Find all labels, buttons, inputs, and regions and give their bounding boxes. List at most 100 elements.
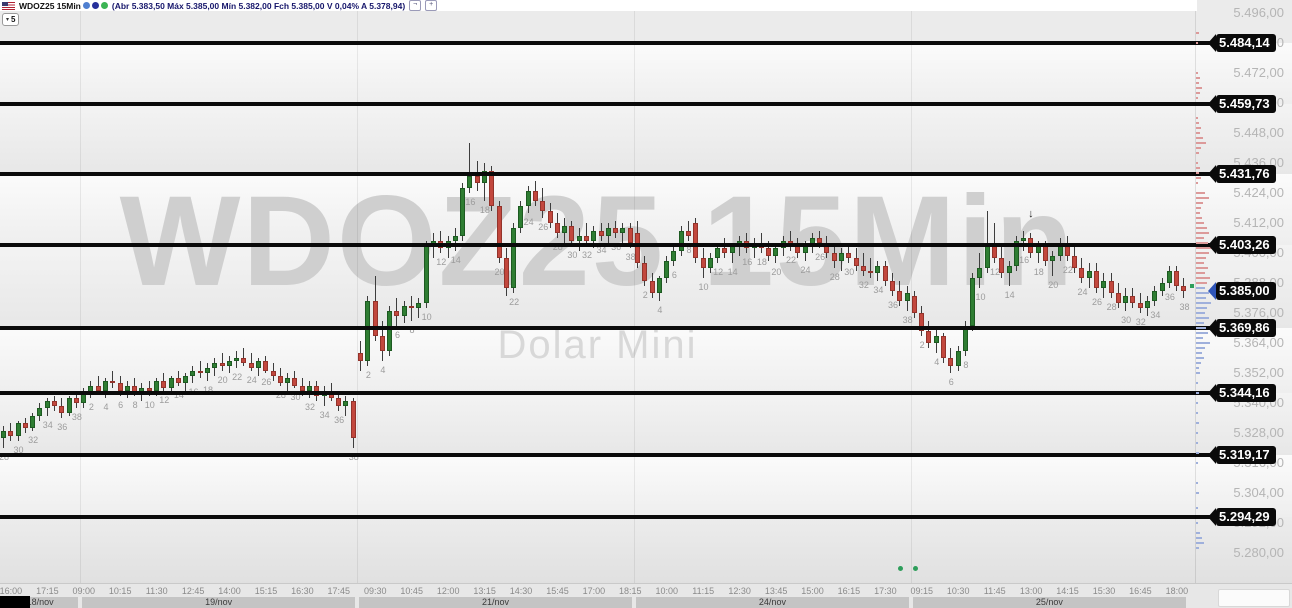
candle bbox=[409, 305, 415, 308]
bar-number-label: 14 bbox=[727, 267, 738, 277]
bar-number-label: 14 bbox=[450, 254, 461, 265]
candle bbox=[416, 303, 422, 308]
candle bbox=[962, 325, 968, 351]
day-separator-line bbox=[357, 10, 359, 583]
volume-profile-bar bbox=[1196, 117, 1198, 119]
volume-profile-bar bbox=[1196, 72, 1198, 74]
bar-number-label: 6 bbox=[394, 329, 400, 340]
volume-profile-bar bbox=[1196, 277, 1210, 279]
candle bbox=[846, 253, 852, 258]
price-level-line bbox=[0, 515, 1213, 520]
watermark-symbol: WDOZ25 15Min bbox=[119, 170, 1076, 313]
candle bbox=[1166, 270, 1172, 283]
bar-number-label: 34 bbox=[319, 409, 330, 420]
bar-number-label: 38 bbox=[71, 412, 82, 422]
tag-arrow-icon bbox=[1208, 319, 1216, 338]
collapse-button[interactable]: ¬ bbox=[409, 0, 422, 11]
bar-number-label: 4 bbox=[657, 304, 663, 315]
time-label: 16:30 bbox=[291, 586, 314, 596]
bar-number-label: 10 bbox=[144, 399, 155, 410]
candle bbox=[314, 385, 320, 396]
candle bbox=[154, 380, 160, 391]
bar-number-label: 32 bbox=[581, 249, 592, 260]
price-axis-label: 5.364,00 bbox=[1233, 335, 1284, 350]
candle bbox=[1094, 270, 1100, 288]
candle bbox=[853, 258, 859, 266]
volume-profile-bar bbox=[1196, 242, 1208, 244]
price-level-line bbox=[0, 390, 1213, 395]
volume-profile-bar bbox=[1196, 152, 1199, 154]
mini-toolbar[interactable]: ▾ 5 bbox=[2, 13, 20, 26]
volume-profile-bar bbox=[1196, 367, 1199, 369]
time-label: 18:15 bbox=[619, 586, 642, 596]
candle bbox=[205, 368, 211, 373]
volume-profile-bar bbox=[1196, 492, 1199, 494]
date-band: 25/nov bbox=[912, 597, 1186, 608]
bar-number-label: 30 bbox=[567, 249, 578, 260]
candle bbox=[685, 230, 691, 236]
volume-profile-bar bbox=[1196, 537, 1202, 539]
volume-profile-bar bbox=[1196, 252, 1209, 254]
bar-number-label: 4 bbox=[380, 364, 386, 375]
candle bbox=[532, 190, 538, 201]
candle bbox=[124, 385, 130, 391]
bar-number-label: 12 bbox=[990, 267, 1001, 277]
volume-profile-bar bbox=[1196, 247, 1213, 249]
time-label: 12:30 bbox=[728, 586, 751, 596]
candle-wick bbox=[870, 258, 872, 278]
bar-number-label: 20 bbox=[1048, 279, 1059, 290]
candle-wick bbox=[411, 295, 413, 321]
volume-profile-bar bbox=[1196, 162, 1198, 164]
candle bbox=[511, 228, 517, 288]
volume-profile-bar bbox=[1196, 167, 1200, 169]
indicator-dot-green[interactable] bbox=[100, 2, 108, 9]
add-button[interactable]: + bbox=[425, 0, 438, 11]
chevron-down-icon[interactable]: ▾ bbox=[6, 17, 10, 23]
price-axis-separator bbox=[1195, 0, 1196, 583]
volume-profile-bar bbox=[1196, 237, 1204, 239]
candle bbox=[103, 380, 109, 391]
candle bbox=[860, 265, 866, 271]
tag-arrow-icon bbox=[1208, 446, 1216, 465]
volume-profile-bar bbox=[1196, 412, 1198, 414]
candle bbox=[299, 385, 305, 391]
volume-profile-bar bbox=[1196, 97, 1198, 99]
time-label: 11:45 bbox=[983, 586, 1006, 596]
price-axis-label: 5.352,00 bbox=[1233, 365, 1284, 380]
price-axis-label: 5.448,00 bbox=[1233, 125, 1284, 140]
candle bbox=[562, 225, 568, 233]
candle-wick bbox=[97, 375, 99, 393]
chart-canvas[interactable]: WDOZ25 15Min Dolar Mini 2830323436382468… bbox=[0, 0, 1292, 585]
volume-profile-bar bbox=[1196, 197, 1209, 199]
bar-number-label: 14 bbox=[1004, 289, 1015, 300]
bar-number-label: 22 bbox=[509, 297, 520, 307]
candle bbox=[642, 263, 648, 281]
axis-corner-box bbox=[1218, 589, 1290, 607]
candle bbox=[248, 363, 254, 368]
volume-profile-bar bbox=[1196, 422, 1199, 424]
candle bbox=[518, 205, 524, 228]
bottom-left-panel-handle[interactable] bbox=[0, 596, 30, 608]
time-axis[interactable]: 16:00 17:15 18/nov 09:00 10:15 11:30 12:45 14:0… bbox=[0, 583, 1292, 608]
bar-number-label: 16 bbox=[465, 197, 476, 207]
candle bbox=[970, 278, 976, 326]
indicator-dot-navy[interactable] bbox=[91, 2, 99, 9]
auction-dot-marker bbox=[897, 566, 903, 571]
bar-number-label: 38 bbox=[1179, 302, 1190, 312]
background-band bbox=[0, 517, 1292, 585]
volume-profile-bar bbox=[1196, 372, 1200, 374]
candle bbox=[700, 258, 706, 268]
candle bbox=[1152, 290, 1158, 301]
volume-profile-bar bbox=[1196, 42, 1198, 44]
candle bbox=[540, 200, 546, 211]
volume-profile-bar bbox=[1196, 347, 1205, 349]
background-band bbox=[0, 103, 1292, 174]
us-flag-icon bbox=[2, 1, 15, 10]
volume-profile-bar bbox=[1196, 432, 1198, 434]
indicator-dot-blue[interactable] bbox=[82, 2, 90, 9]
candle bbox=[1130, 295, 1136, 303]
time-label: 18:00 bbox=[1165, 586, 1189, 596]
volume-profile-bar bbox=[1196, 267, 1208, 269]
candle bbox=[977, 268, 983, 278]
volume-profile-bar bbox=[1196, 547, 1199, 549]
